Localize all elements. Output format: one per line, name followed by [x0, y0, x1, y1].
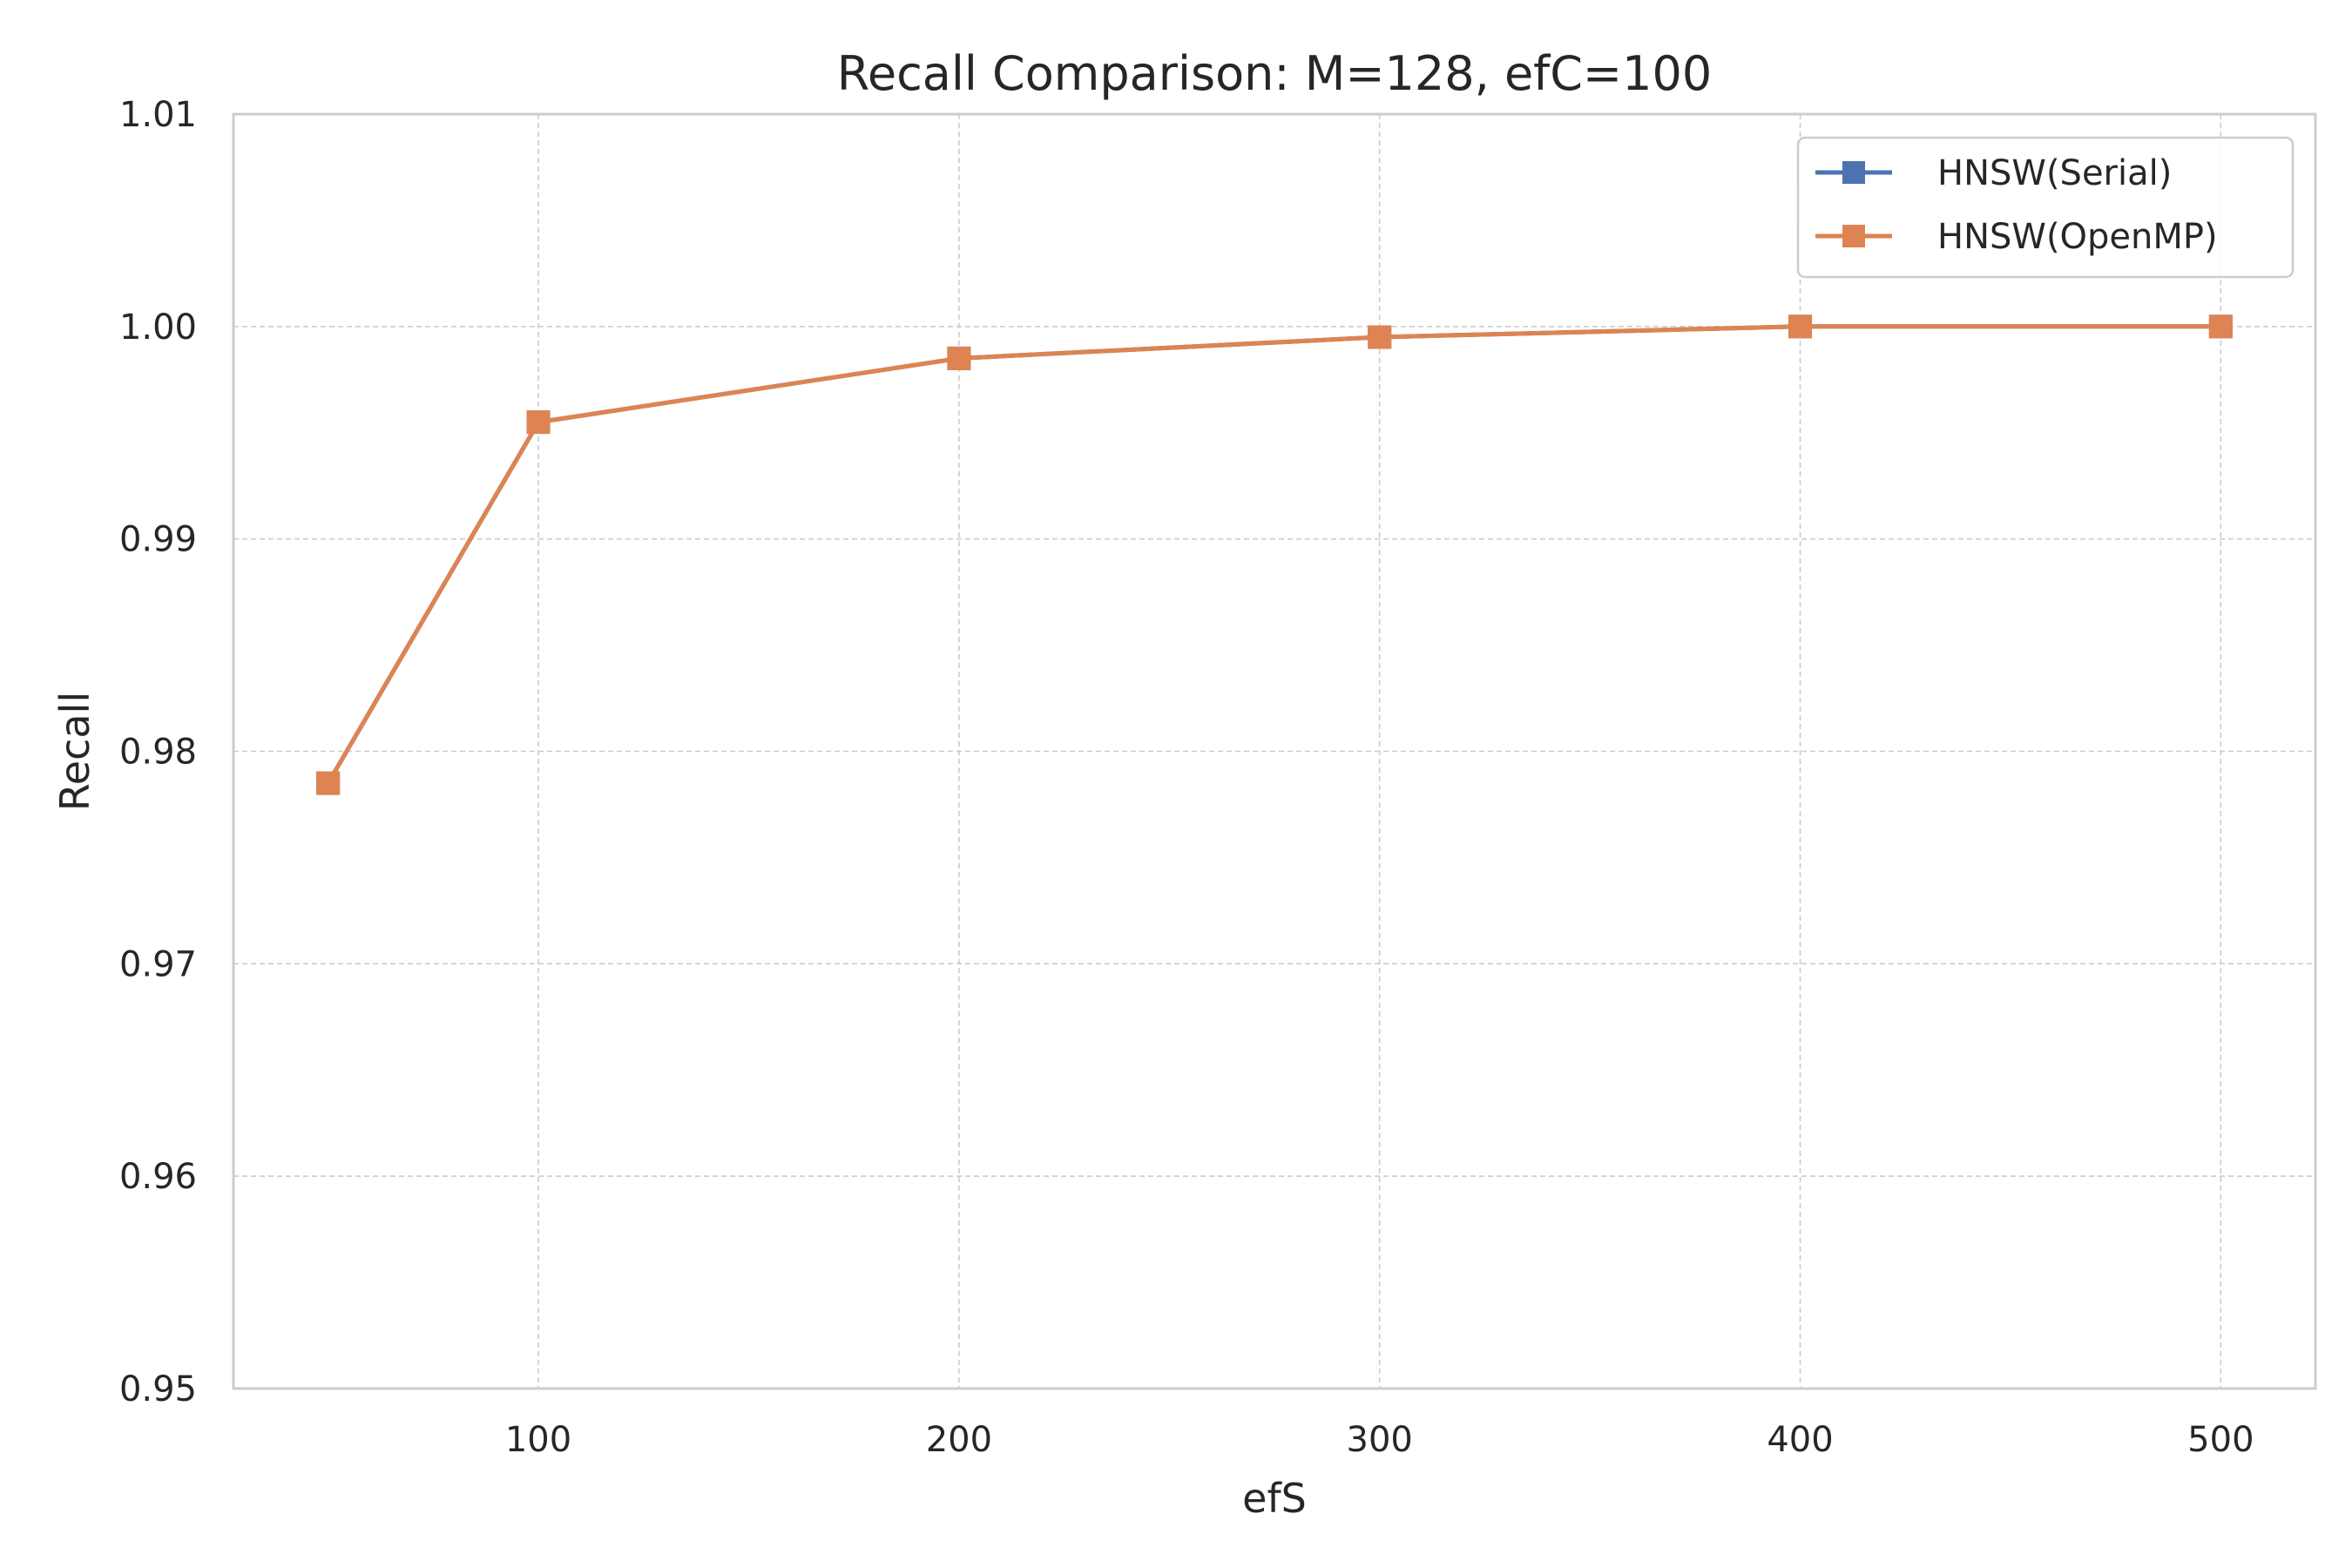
legend-swatch-marker — [1842, 161, 1865, 184]
legend-label: HNSW(OpenMP) — [1937, 217, 2218, 257]
x-axis-label: efS — [1242, 1475, 1307, 1522]
x-tick-label: 500 — [2187, 1420, 2254, 1460]
y-tick-label: 0.97 — [119, 944, 197, 984]
series-2-marker — [316, 771, 341, 795]
legend: HNSW(Serial) HNSW(OpenMP) — [1796, 136, 2295, 279]
y-tick-label: 0.98 — [119, 733, 197, 773]
legend-swatch-marker — [1842, 225, 1865, 247]
x-tick-label: 300 — [1347, 1420, 1413, 1460]
x-tick-label: 200 — [926, 1420, 992, 1460]
y-tick-label: 0.99 — [119, 520, 197, 560]
legend-label: HNSW(Serial) — [1937, 153, 2172, 193]
y-tick-label: 0.96 — [119, 1157, 197, 1197]
series-2-marker — [2208, 314, 2233, 339]
labels-layer: Recall Comparison: M=128, efC=100 efS Re… — [51, 46, 1712, 1522]
chart-title: Recall Comparison: M=128, efC=100 — [837, 46, 1712, 101]
series-2-marker — [1788, 314, 1813, 339]
series-2-marker — [1368, 325, 1392, 349]
y-axis-label: Recall — [51, 692, 98, 811]
axes-layer: 100 200 300 400 500 0.95 0.96 0.97 0.98 0.99 1.00 1… — [119, 95, 2317, 1460]
x-tick-label: 400 — [1767, 1420, 1833, 1460]
legend-box — [1796, 136, 2295, 279]
x-tick-label: 100 — [505, 1420, 571, 1460]
y-tick-label: 0.95 — [119, 1369, 197, 1409]
series-2-marker — [947, 346, 971, 370]
plot-frame — [232, 112, 2317, 1390]
y-tick-label: 1.00 — [119, 308, 197, 348]
y-tick-label: 1.01 — [119, 95, 197, 135]
series-layer — [316, 314, 2233, 795]
series-2-marker — [526, 410, 551, 435]
series-line-2 — [326, 324, 2223, 786]
